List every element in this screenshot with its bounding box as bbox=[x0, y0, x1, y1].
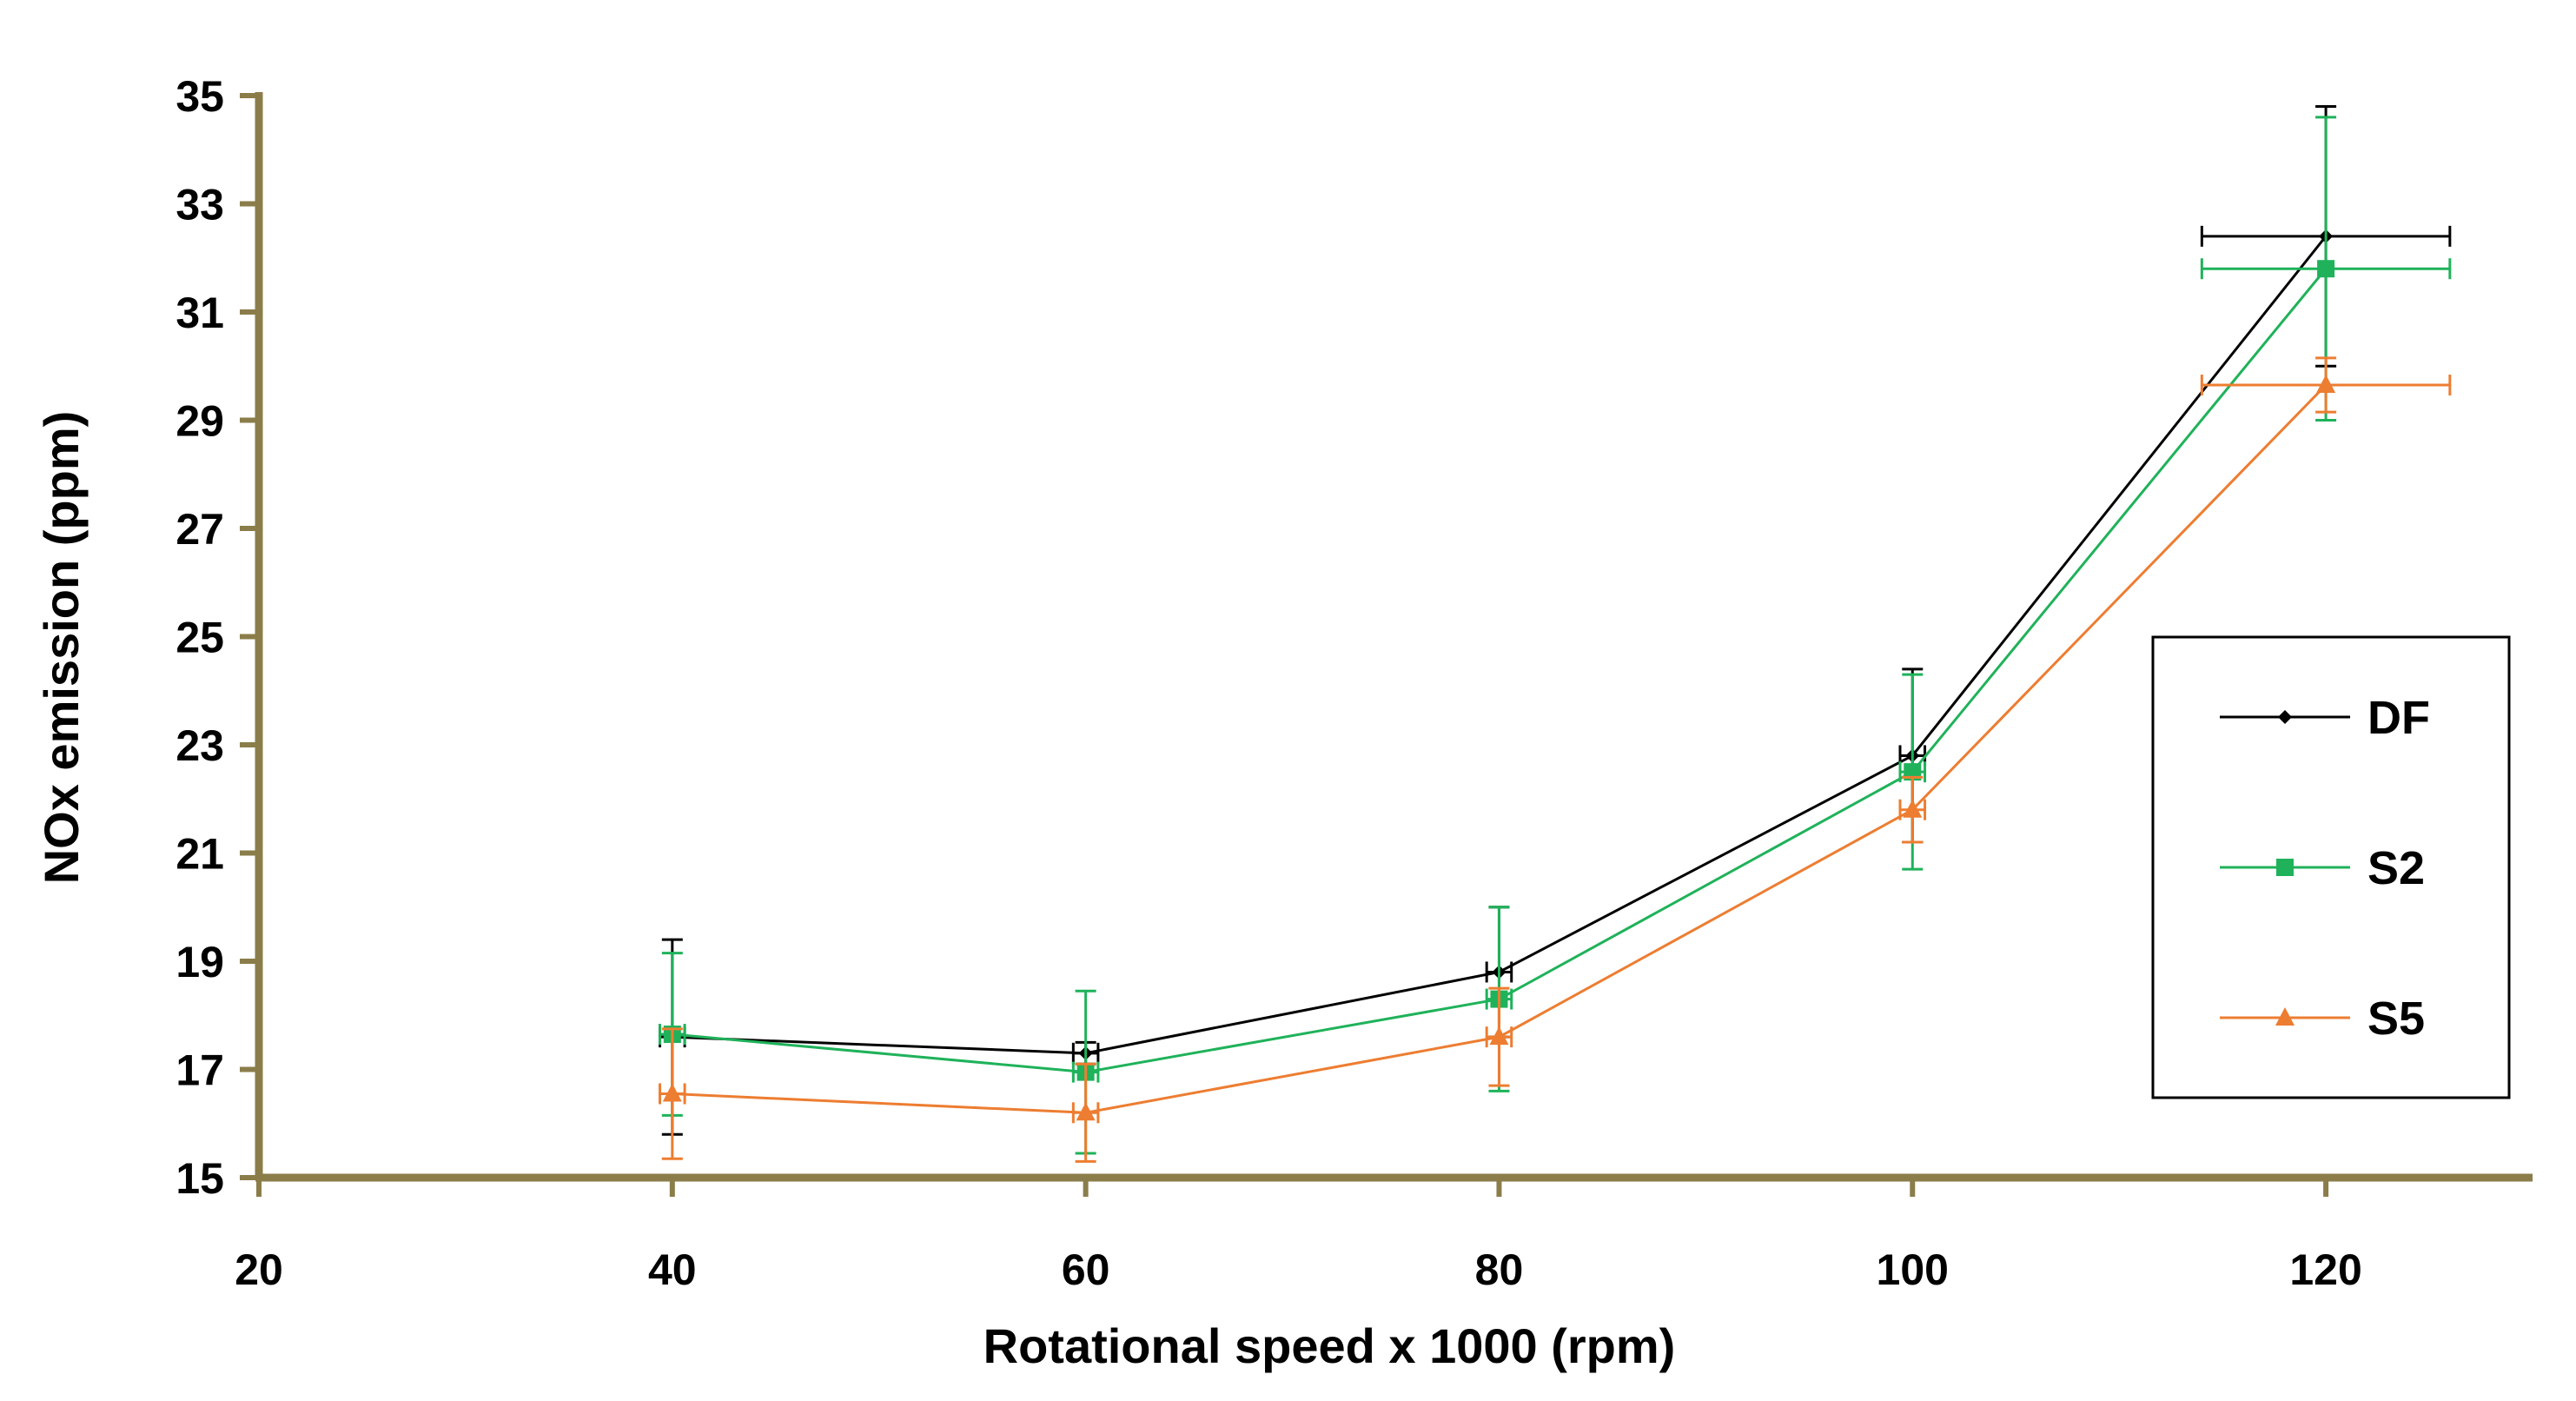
legend-entry-df: DF bbox=[2220, 692, 2430, 744]
y-tick-label: 15 bbox=[175, 1154, 224, 1203]
x-tick-label: 120 bbox=[2289, 1245, 2361, 1294]
y-axis-title: NOx emission (ppm) bbox=[34, 411, 89, 885]
y-tick-label: 23 bbox=[175, 721, 224, 770]
x-axis-title: Rotational speed x 1000 (rpm) bbox=[983, 1318, 1676, 1373]
x-tick-label: 60 bbox=[1062, 1245, 1110, 1294]
y-tick-label: 17 bbox=[175, 1046, 224, 1095]
legend-marker bbox=[2276, 859, 2294, 876]
legend-entry-s2: S2 bbox=[2220, 842, 2425, 894]
data-point bbox=[1076, 1102, 1096, 1121]
y-tick-label: 29 bbox=[175, 397, 224, 446]
legend-label: S5 bbox=[2367, 993, 2425, 1045]
legend-marker bbox=[2278, 710, 2292, 724]
data-point bbox=[1903, 799, 1923, 818]
legend-marker bbox=[2275, 1007, 2295, 1026]
data-point bbox=[2317, 260, 2335, 278]
data-point bbox=[1489, 1026, 1509, 1046]
x-tick-label: 100 bbox=[1877, 1245, 1949, 1294]
y-tick-label: 35 bbox=[175, 72, 224, 121]
data-point bbox=[2316, 375, 2336, 394]
legend-label: S2 bbox=[2367, 842, 2425, 894]
y-tick-label: 33 bbox=[175, 181, 224, 229]
y-tick-label: 19 bbox=[175, 938, 224, 986]
y-tick-label: 27 bbox=[175, 505, 224, 554]
series-s5 bbox=[659, 356, 2452, 1163]
legend: DF S2 S5 bbox=[2151, 635, 2511, 1099]
series-layer bbox=[659, 104, 2452, 1163]
x-tick-label: 40 bbox=[648, 1245, 697, 1294]
y-tick-label: 31 bbox=[175, 289, 224, 337]
x-tick-label: 80 bbox=[1475, 1245, 1524, 1294]
y-tick-label: 25 bbox=[175, 614, 224, 662]
data-point bbox=[662, 1083, 682, 1102]
legend-label: DF bbox=[2367, 692, 2430, 744]
axes-layer: 15 17 19 21 23 25 27 29 31 33 35 20 40 60 80 100 120 bbox=[175, 72, 2533, 1294]
x-tick-label: 20 bbox=[235, 1245, 283, 1294]
legend-entry-s5: S5 bbox=[2220, 993, 2425, 1045]
y-tick-label: 21 bbox=[175, 830, 224, 879]
